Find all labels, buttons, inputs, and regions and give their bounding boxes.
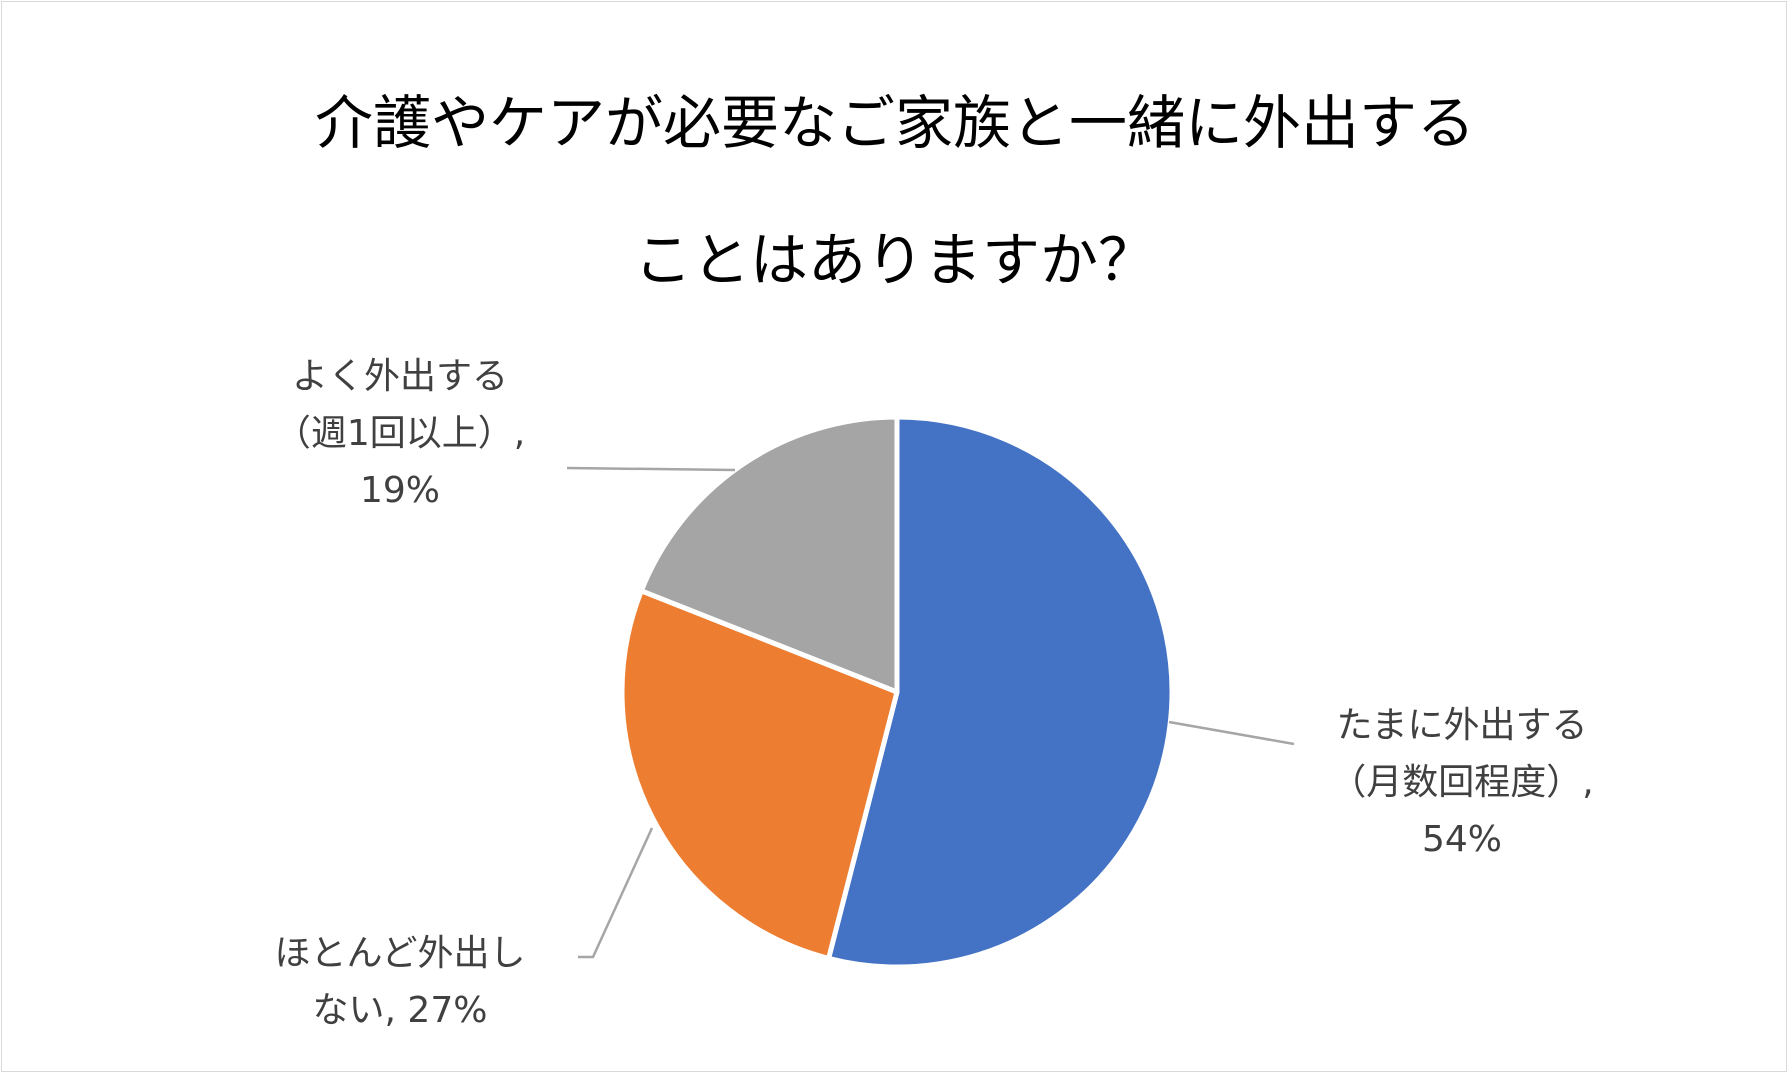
data-label-often-line-3: 19% bbox=[359, 470, 440, 511]
leader-line-occasional bbox=[1168, 720, 1295, 746]
leader-lines bbox=[566, 466, 1295, 959]
chart-title-line-1: 介護やケアが必要なご家族と一緒に外出する bbox=[314, 89, 1475, 157]
data-label-occasional-line-3: 54% bbox=[1421, 819, 1502, 860]
leader-line-rarely bbox=[578, 827, 654, 959]
pie-slices bbox=[619, 414, 1175, 970]
data-label-occasional: たまに外出する （月数回程度）, 54% bbox=[1282, 697, 1642, 868]
data-label-rarely-line-2: ない, 27% bbox=[312, 990, 488, 1031]
data-label-occasional-line-2: （月数回程度）, bbox=[1330, 762, 1594, 803]
chart-title: 介護やケアが必要なご家族と一緒に外出する ことはありますか？ bbox=[0, 55, 1790, 329]
pie-slice-occasional bbox=[826, 414, 1175, 970]
pie-slice-rarely bbox=[619, 588, 900, 961]
data-label-often: よく外出する （週1回以上）, 19% bbox=[230, 348, 570, 519]
data-label-often-line-1: よく外出する bbox=[291, 356, 508, 397]
chart-title-line-2: ことはありますか？ bbox=[633, 226, 1156, 294]
data-label-occasional-line-1: たまに外出する bbox=[1336, 705, 1588, 746]
data-label-often-line-2: （週1回以上）, bbox=[274, 413, 526, 454]
data-label-rarely: ほとんど外出し ない, 27% bbox=[230, 925, 570, 1039]
pie-slice-often bbox=[638, 414, 900, 695]
leader-line-often bbox=[566, 466, 736, 472]
data-label-rarely-line-1: ほとんど外出し bbox=[274, 933, 526, 974]
